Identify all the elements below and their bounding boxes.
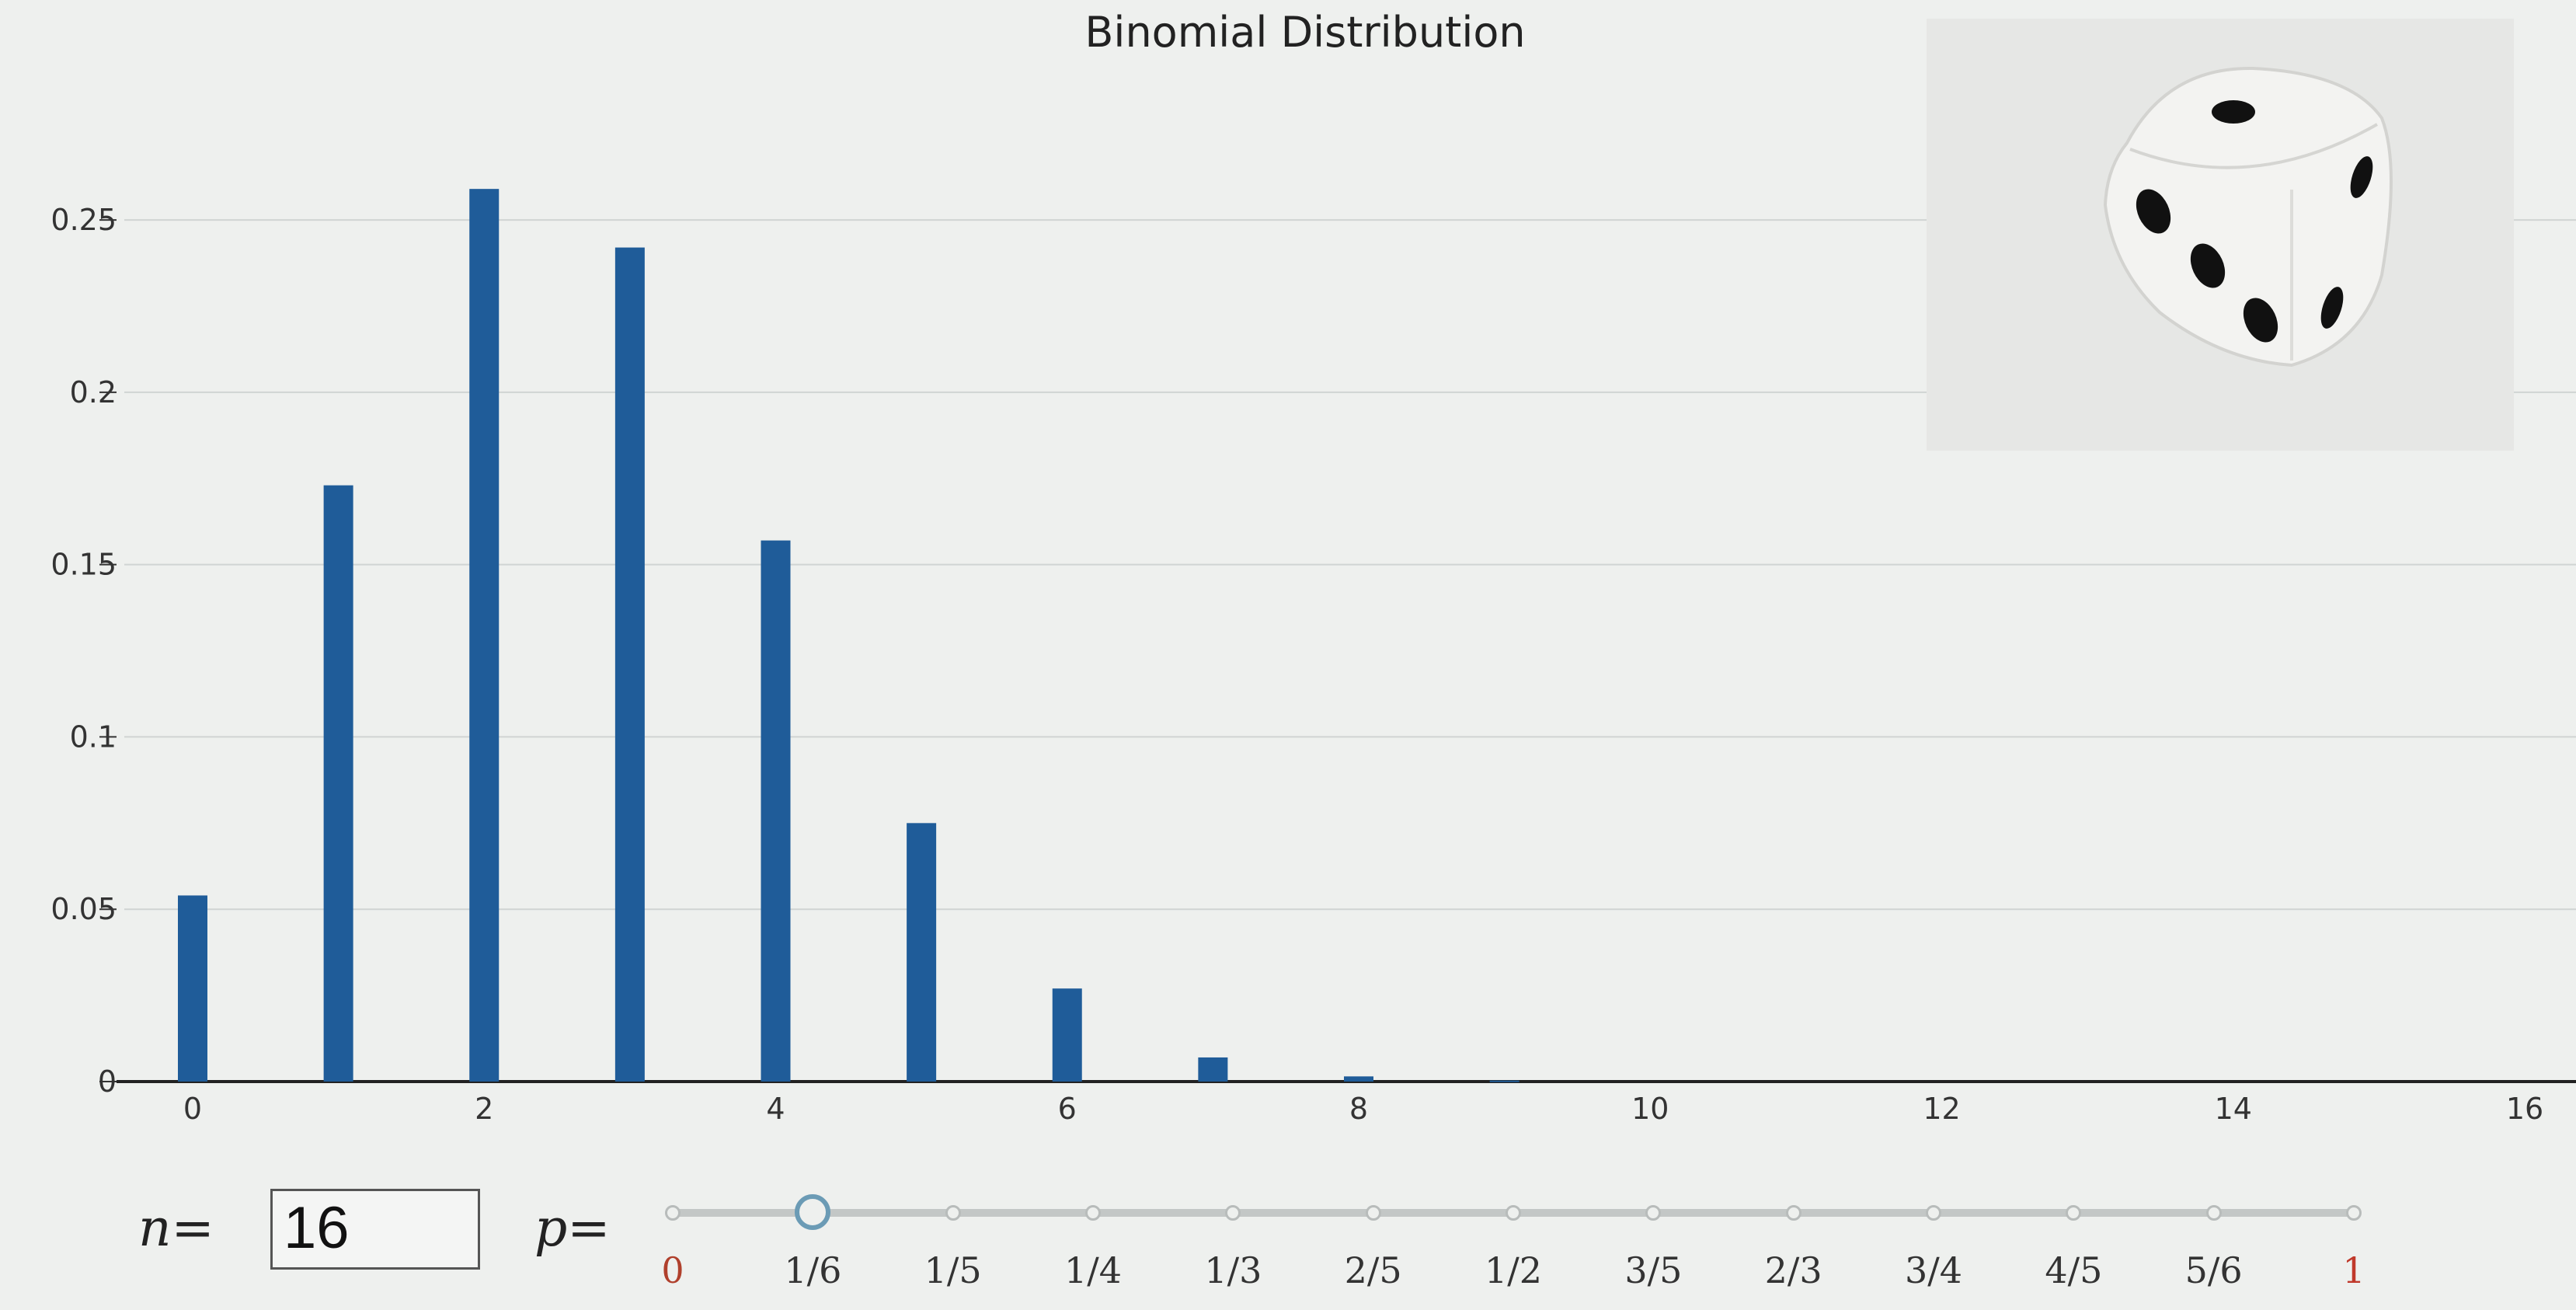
p-slider-stop[interactable] [2346, 1205, 2362, 1221]
y-tick-label: 0.15 [50, 548, 117, 582]
p-slider-stop[interactable] [1225, 1205, 1241, 1221]
p-option-label[interactable]: 1/3 [1204, 1249, 1262, 1291]
x-tick-label: 0 [183, 1092, 202, 1126]
dice-image [1927, 19, 2514, 451]
chart-title: Binomial Distribution [1084, 8, 1525, 57]
n-label: n= [138, 1198, 214, 1258]
bar-k-5 [907, 823, 937, 1082]
p-option-label[interactable]: 5/6 [2184, 1249, 2243, 1291]
n-input[interactable]: 16 [270, 1189, 480, 1270]
bar-k-6 [1052, 988, 1082, 1082]
bar-k-1 [323, 485, 353, 1082]
p-option-label[interactable]: 1/2 [1484, 1249, 1543, 1291]
p-slider-stop[interactable] [2066, 1205, 2082, 1221]
p-slider-stop[interactable] [1506, 1205, 1521, 1221]
p-slider-stop[interactable] [1926, 1205, 1941, 1221]
p-label: p= [534, 1198, 611, 1258]
x-tick-label: 8 [1349, 1092, 1368, 1126]
bar-k-3 [614, 247, 645, 1082]
p-option-label[interactable]: 1/6 [784, 1249, 842, 1291]
p-slider-stop[interactable] [665, 1205, 681, 1221]
x-tick-label: 4 [766, 1092, 785, 1126]
p-slider-stop[interactable] [1365, 1205, 1381, 1221]
x-tick-label: 2 [475, 1092, 493, 1126]
x-tick-label: 16 [2506, 1092, 2543, 1126]
p-option-label[interactable]: 3/4 [1904, 1249, 1963, 1291]
p-slider-stop[interactable] [2205, 1205, 2222, 1221]
p-slider-stop[interactable] [945, 1205, 961, 1221]
x-axis: 0 2 4 6 8 10 12 14 16 [117, 1080, 2576, 1126]
bar-k-7 [1198, 1057, 1228, 1082]
x-tick-label: 12 [1923, 1092, 1960, 1126]
bars [178, 189, 1519, 1082]
bar-k-9 [1489, 1080, 1519, 1082]
y-tick-label: 0.25 [50, 203, 117, 237]
x-tick-label: 6 [1058, 1092, 1077, 1126]
p-option-label[interactable]: 2/5 [1344, 1249, 1402, 1291]
p-option-label[interactable]: 4/5 [2045, 1249, 2103, 1291]
bar-k-8 [1344, 1076, 1373, 1082]
p-slider-stop[interactable] [1645, 1205, 1662, 1221]
x-tick-label: 10 [1631, 1092, 1669, 1126]
p-slider-thumb[interactable] [795, 1194, 831, 1230]
dice-icon [2103, 66, 2393, 368]
binomial-chart: Binomial Distribution 0 0.05 0.1 0.15 0.2 0.2… [50, 8, 2576, 1126]
p-option-label[interactable]: 3/5 [1624, 1249, 1683, 1291]
p-option-label[interactable]: 1/5 [924, 1249, 982, 1291]
bar-k-0 [178, 895, 207, 1082]
p-option-label[interactable]: 1 [2342, 1249, 2365, 1291]
grid-lines [124, 219, 2576, 911]
y-tick-label: 0 [98, 1064, 117, 1099]
y-tick-label: 0.05 [50, 892, 117, 926]
bar-k-2 [469, 189, 500, 1082]
p-option-label[interactable]: 0 [661, 1249, 684, 1291]
bar-k-4 [761, 540, 791, 1082]
controls-panel: n= 16 p= 0 1/6 1/5 1/4 1/3 2/5 1/2 3/5 2/3 3/4 4/5… [0, 1158, 2576, 1310]
p-option-label[interactable]: 2/3 [1764, 1249, 1822, 1291]
p-option-label[interactable]: 1/4 [1063, 1249, 1123, 1291]
p-slider-stop[interactable] [1785, 1205, 1801, 1221]
y-axis: 0 0.05 0.1 0.15 0.2 0.25 [50, 203, 117, 1099]
y-tick-label: 0.1 [70, 719, 117, 754]
x-tick-label: 14 [2215, 1092, 2252, 1126]
y-tick-label: 0.2 [70, 375, 117, 409]
p-slider-stop[interactable] [1085, 1205, 1101, 1221]
